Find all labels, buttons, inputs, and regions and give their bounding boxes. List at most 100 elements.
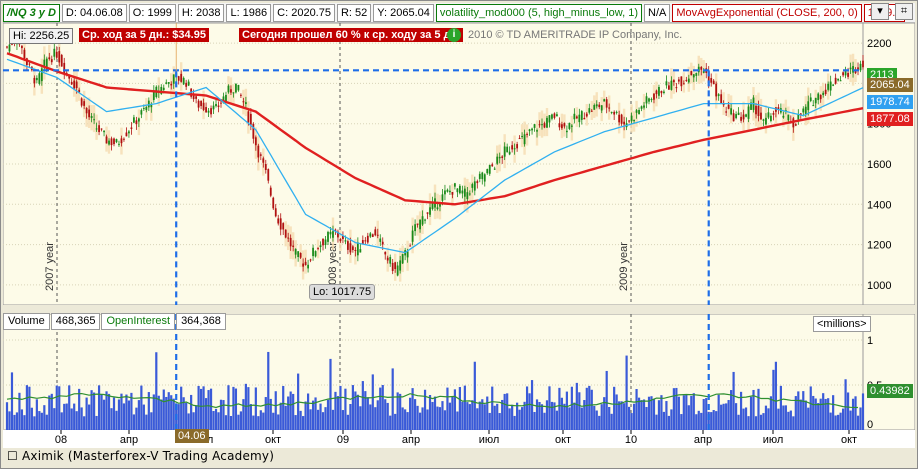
volume-bar <box>548 386 551 430</box>
volume-bar <box>665 401 668 430</box>
volume-bar <box>473 361 476 430</box>
volume-bar <box>558 387 561 430</box>
volume-bar <box>657 400 661 430</box>
volume-bar <box>426 409 429 430</box>
volume-bar <box>135 407 138 430</box>
volume-bar <box>804 400 807 430</box>
volume-bar <box>272 412 275 430</box>
volume-bar <box>476 408 479 430</box>
volume-bar <box>341 410 345 430</box>
volume-bar <box>690 395 693 430</box>
volume-bar <box>23 415 26 430</box>
chart-settings-icon[interactable]: ⌗ <box>895 3 913 20</box>
volume-bar <box>331 409 335 430</box>
volume-bar <box>851 398 855 430</box>
volume-bar <box>774 361 778 430</box>
volume-bar <box>720 404 723 430</box>
volume-bar <box>145 414 148 430</box>
volume-bar <box>667 415 671 430</box>
volume-bar <box>217 412 220 430</box>
volume-bar <box>232 386 235 430</box>
volume-bar <box>202 386 205 430</box>
symbol-selector[interactable]: /NQ 3 y D <box>3 3 60 22</box>
volume-bar <box>100 394 103 430</box>
volume-bar <box>406 412 409 430</box>
volume-bar <box>190 394 193 430</box>
volume-bar <box>849 410 852 430</box>
volume-bar <box>187 413 190 430</box>
volume-bar <box>227 385 230 430</box>
volume-bar <box>50 393 53 430</box>
volume-bar <box>525 386 529 430</box>
volume-bar <box>533 411 536 430</box>
volume-bar <box>827 398 830 430</box>
volume-bar <box>421 407 424 430</box>
volume-bar <box>754 416 758 430</box>
volume-bar <box>18 392 21 430</box>
volume-bar <box>155 352 158 430</box>
price-chart[interactable]: 1000120014001600180020002200 2007 year20… <box>3 23 915 305</box>
volume-bar <box>20 409 24 430</box>
volume-bar <box>102 399 106 430</box>
volume-bar <box>316 409 320 430</box>
volume-bar <box>762 413 765 430</box>
volume-chart[interactable]: 00.51 <box>3 314 915 430</box>
time-tick-label: апр <box>402 434 420 446</box>
volume-bar <box>491 386 494 430</box>
study-ema-label[interactable]: MovAvgExponential (CLOSE, 200, 0) <box>672 3 862 22</box>
volume-bar <box>65 403 68 430</box>
time-tick-label: июл <box>479 434 500 446</box>
time-tick-label: 09 <box>337 434 349 446</box>
volume-bars <box>5 351 865 430</box>
volume-bar <box>516 402 519 430</box>
volume-bar <box>438 407 442 430</box>
volume-bar <box>730 390 733 430</box>
volume-bar <box>262 412 265 430</box>
price-tick-label: 1000 <box>867 280 891 292</box>
volume-bar <box>600 404 603 430</box>
open-interest-label[interactable]: OpenInterest <box>101 312 176 330</box>
study-volatility-label[interactable]: volatility_mod000 (5, high_minus_low, 1) <box>435 3 642 22</box>
volume-bar <box>535 399 539 430</box>
volume-bar <box>127 400 131 430</box>
volume-bar <box>58 386 61 430</box>
volume-bar <box>219 399 223 430</box>
volume-bar <box>543 412 546 430</box>
volume-bar <box>229 415 233 430</box>
last-readout: Y: 2065.04 <box>373 3 434 22</box>
volume-bar <box>478 401 481 430</box>
volume-label[interactable]: Volume <box>3 312 50 330</box>
volume-bar <box>302 416 305 430</box>
volume-bar <box>727 400 730 430</box>
volume-bar <box>10 372 14 430</box>
volume-bar <box>418 412 422 430</box>
volume-bar <box>486 396 489 430</box>
volume-bar <box>249 404 252 430</box>
volume-bar <box>354 391 357 430</box>
volume-bar <box>647 396 651 430</box>
volume-bar <box>488 412 491 430</box>
volume-bar <box>269 398 272 430</box>
volume-bar <box>399 393 402 430</box>
volume-bar <box>794 396 797 430</box>
volume-bar <box>182 397 185 430</box>
volume-bar <box>812 395 815 430</box>
time-tick-label: 10 <box>625 434 637 446</box>
volume-bar <box>394 413 397 430</box>
volume-bar <box>550 401 554 430</box>
volume-bar <box>80 407 83 430</box>
open-interest-value: 364,368 <box>176 312 226 330</box>
volume-value-badge: 0.43982 <box>867 384 913 398</box>
volume-bar <box>8 411 11 430</box>
info-icon[interactable]: i <box>447 28 461 42</box>
dropdown-icon[interactable]: ▾ <box>871 3 889 20</box>
volume-bar <box>822 393 825 430</box>
volume-bar <box>563 403 566 430</box>
volume-bar <box>448 402 452 430</box>
volume-bar <box>732 371 735 430</box>
volume-bar <box>540 404 544 430</box>
volume-bar <box>185 402 188 430</box>
volume-bar <box>431 401 434 430</box>
volume-bar <box>620 401 623 430</box>
